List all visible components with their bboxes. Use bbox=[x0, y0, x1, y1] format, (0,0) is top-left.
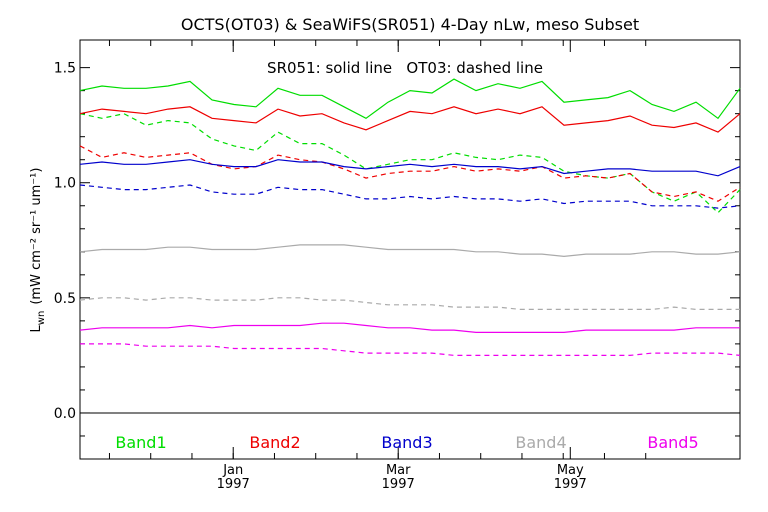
legend-band2: Band2 bbox=[249, 433, 300, 452]
x-tick-label-month: Mar bbox=[386, 463, 411, 478]
y-tick-label: 1.5 bbox=[54, 61, 76, 77]
legend-band4: Band4 bbox=[515, 433, 566, 452]
chart-title: OCTS(OT03) & SeaWiFS(SR051) 4-Day nLw, m… bbox=[181, 15, 639, 34]
band2-sr051-solid-line bbox=[79, 106, 741, 133]
band3-sr051-solid-line bbox=[79, 159, 741, 177]
y-tick-label: 1.0 bbox=[54, 176, 76, 192]
band4-sr051-solid-line bbox=[79, 244, 741, 258]
y-tick-label: 0.5 bbox=[54, 291, 76, 307]
y-axis-label-main: L bbox=[29, 324, 44, 332]
x-tick-label-year: 1997 bbox=[217, 477, 250, 492]
line-style-annotation: SR051: solid line OT03: dashed line bbox=[267, 59, 543, 77]
legend-band1: Band1 bbox=[115, 433, 166, 452]
y-tick-label: 0.0 bbox=[54, 406, 76, 422]
legend-band3: Band3 bbox=[381, 433, 432, 452]
x-tick-label-year: 1997 bbox=[554, 477, 587, 492]
band5-sr051-solid-line bbox=[79, 322, 740, 333]
series-lines bbox=[79, 78, 741, 356]
x-tick-label-month: May bbox=[557, 463, 584, 478]
band4-ot03-dashed-line bbox=[79, 297, 740, 310]
band1-sr051-solid-line bbox=[79, 78, 741, 120]
y-axis-label-units: (mW cm⁻² sr⁻¹ um⁻¹) bbox=[29, 168, 44, 305]
band3-ot03-dashed-line bbox=[79, 184, 741, 209]
x-tick-label-month: Jan bbox=[222, 463, 243, 478]
band2-ot03-dashed-line bbox=[79, 145, 741, 202]
band1-ot03-dashed-line bbox=[79, 113, 741, 214]
band5-ot03-dashed-line bbox=[80, 343, 741, 356]
y-axis-label-subscript: wn bbox=[36, 311, 47, 326]
y-axis: 0.0 0.5 1.0 1.5 bbox=[54, 61, 740, 437]
y-axis-label: Lwn (mW cm⁻² sr⁻¹ um⁻¹) bbox=[29, 168, 47, 333]
legend: Band1 Band2 Band3 Band4 Band5 bbox=[115, 433, 698, 452]
plot-frame bbox=[79, 39, 741, 460]
legend-band5: Band5 bbox=[647, 433, 698, 452]
x-tick-label-year: 1997 bbox=[382, 477, 415, 492]
